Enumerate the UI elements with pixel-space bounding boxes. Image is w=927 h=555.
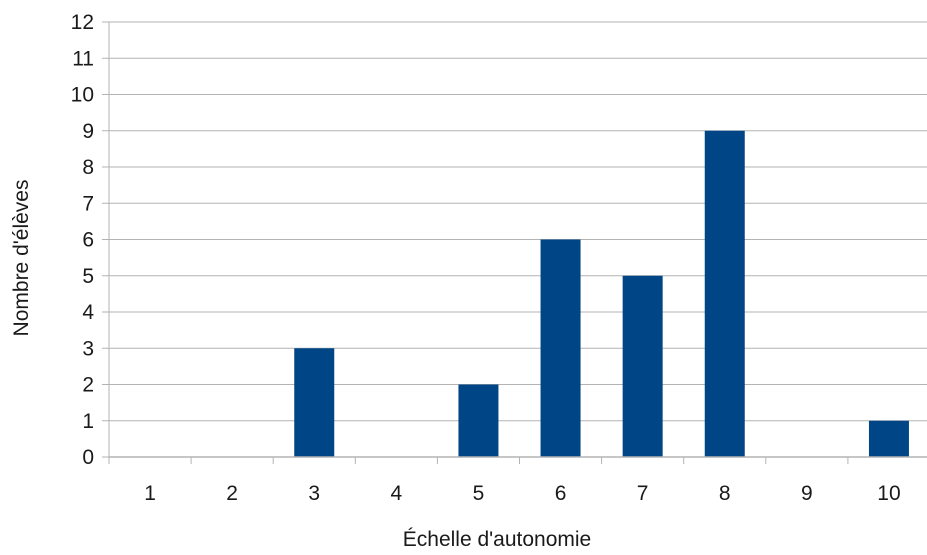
x-tick-label: 5 bbox=[473, 482, 485, 505]
y-tick-label: 5 bbox=[82, 265, 94, 288]
bar-series bbox=[294, 130, 909, 457]
axes bbox=[102, 21, 927, 464]
x-tick-label: 2 bbox=[226, 482, 238, 505]
y-tick-label: 10 bbox=[71, 84, 94, 107]
y-tick-label: 2 bbox=[82, 374, 94, 397]
x-tick-label: 7 bbox=[637, 482, 649, 505]
y-tick-label: 4 bbox=[82, 301, 94, 324]
grid-lines bbox=[109, 21, 927, 422]
x-tick-label: 6 bbox=[555, 482, 567, 505]
y-tick-label: 12 bbox=[71, 11, 94, 34]
bar-3 bbox=[294, 348, 335, 457]
x-axis-title: Échelle d'autonomie bbox=[403, 528, 591, 550]
y-tick-label: 0 bbox=[82, 446, 94, 469]
y-tick-label: 3 bbox=[82, 337, 94, 360]
y-tick-label: 8 bbox=[82, 156, 94, 179]
y-tick-label: 1 bbox=[82, 410, 94, 433]
bar-10 bbox=[868, 420, 909, 457]
x-tick-label: 4 bbox=[391, 482, 403, 505]
bar-5 bbox=[458, 384, 499, 457]
x-tick-label: 9 bbox=[801, 482, 813, 505]
y-tick-label: 7 bbox=[82, 192, 94, 215]
bar-6 bbox=[540, 239, 581, 457]
bar-8 bbox=[704, 130, 745, 457]
y-axis-title: Nombre d'élèves bbox=[10, 180, 33, 337]
y-tick-label: 11 bbox=[72, 47, 94, 70]
y-tick-label: 9 bbox=[82, 120, 94, 143]
x-tick-label: 10 bbox=[877, 482, 900, 505]
x-tick-label: 3 bbox=[308, 482, 320, 505]
y-tick-label: 6 bbox=[82, 229, 94, 252]
bar-7 bbox=[622, 275, 663, 457]
x-tick-label: 8 bbox=[719, 482, 731, 505]
x-tick-label: 1 bbox=[144, 482, 156, 505]
